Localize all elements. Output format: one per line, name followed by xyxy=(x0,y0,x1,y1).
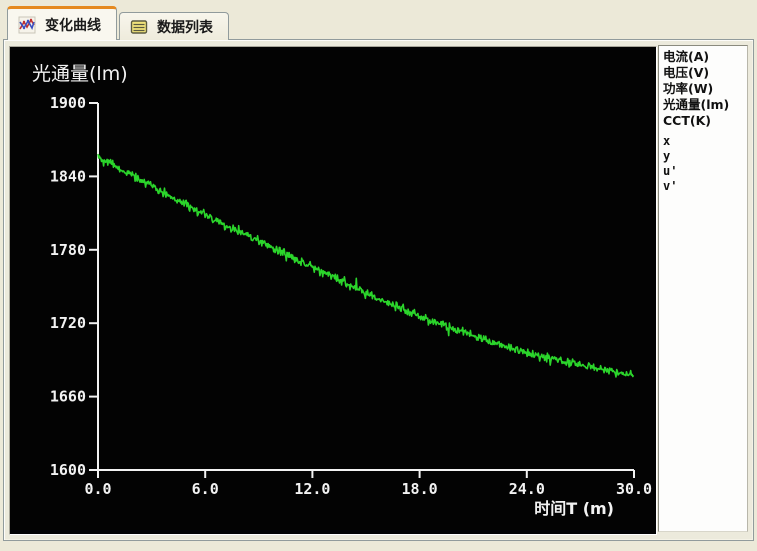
legend-item-8[interactable]: u' xyxy=(663,164,678,178)
x-axis-label: 时间T (m) xyxy=(534,499,614,518)
y-tick-label: 1900 xyxy=(50,94,86,112)
legend-item-7[interactable]: y xyxy=(663,149,671,163)
y-tick-label: 1600 xyxy=(50,461,86,479)
y-tick-label: 1840 xyxy=(50,167,86,185)
x-tick-label: 30.0 xyxy=(616,480,652,498)
legend-item-9[interactable]: v' xyxy=(663,179,678,193)
legend-item-2[interactable]: 电压(V) xyxy=(663,65,710,80)
chart-canvas: 1900 1840 1780 1720 1660 1600 0.0 6.0 12.0 18.0 24… xyxy=(9,46,657,535)
x-tick-label: 24.0 xyxy=(509,480,545,498)
tab-bar: 变化曲线 数据列表 xyxy=(7,6,231,40)
legend-item-1[interactable]: 电流(A) xyxy=(663,49,710,64)
legend-item-6[interactable]: x xyxy=(663,134,671,148)
tab-label: 变化曲线 xyxy=(45,17,101,34)
chart-title: 光通量(lm) xyxy=(32,63,128,85)
x-tick-label: 12.0 xyxy=(294,480,330,498)
legend-item-5[interactable]: CCT(K) xyxy=(663,113,711,128)
y-tick-label: 1720 xyxy=(50,314,86,332)
legend-item-4[interactable]: 光通量(lm) xyxy=(663,97,730,112)
legend-item-3[interactable]: 功率(W) xyxy=(663,81,714,96)
x-tick-label: 6.0 xyxy=(192,480,219,498)
tab-content-panel: 1900 1840 1780 1720 1660 1600 0.0 6.0 12.0 18.0 24… xyxy=(3,39,754,541)
flux-curve xyxy=(97,153,635,378)
curve-chart-icon xyxy=(18,16,36,34)
x-tick-label: 18.0 xyxy=(402,480,438,498)
x-tick-label: 0.0 xyxy=(84,480,111,498)
data-list-icon xyxy=(130,18,148,36)
series-list[interactable]: 电流(A) 电压(V) 功率(W) 光通量(lm) CCT(K) x y u' v' xyxy=(658,45,748,532)
tab-label: 数据列表 xyxy=(157,19,213,36)
tab-change-curve[interactable]: 变化曲线 xyxy=(7,6,117,40)
y-tick-label: 1660 xyxy=(50,388,86,406)
tab-data-list[interactable]: 数据列表 xyxy=(119,12,229,40)
y-tick-label: 1780 xyxy=(50,241,86,259)
